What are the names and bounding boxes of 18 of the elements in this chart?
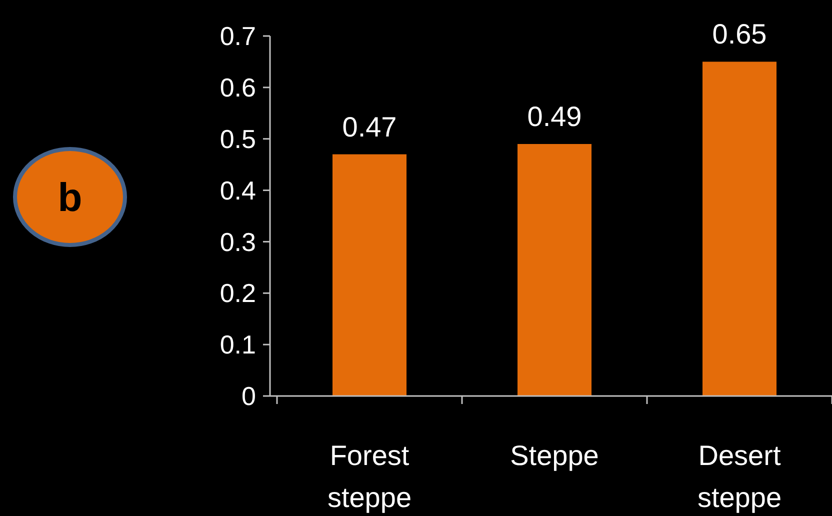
x-tick-label: Desert steppe xyxy=(697,440,782,513)
y-tick-label: 0.4 xyxy=(220,175,256,206)
data-label: 0.47 xyxy=(342,111,397,142)
y-tick-label: 0.2 xyxy=(220,278,256,308)
bar xyxy=(332,154,406,396)
y-tick-label: 0.6 xyxy=(220,72,256,103)
x-tick-label: Steppe xyxy=(510,440,599,471)
y-tick-label: 0.5 xyxy=(220,124,256,154)
text: b xyxy=(58,176,82,220)
bar xyxy=(518,144,592,396)
y-tick-label: 0.3 xyxy=(220,226,256,257)
x-tick-label: Forest steppe xyxy=(327,440,412,513)
data-label: 0.65 xyxy=(712,18,767,50)
data-label: 0.49 xyxy=(527,101,582,132)
y-tick-label: 0 xyxy=(242,381,256,412)
y-tick-label: 0.7 xyxy=(220,21,256,52)
bar xyxy=(702,62,776,396)
y-tick-label: 0.1 xyxy=(220,330,256,360)
